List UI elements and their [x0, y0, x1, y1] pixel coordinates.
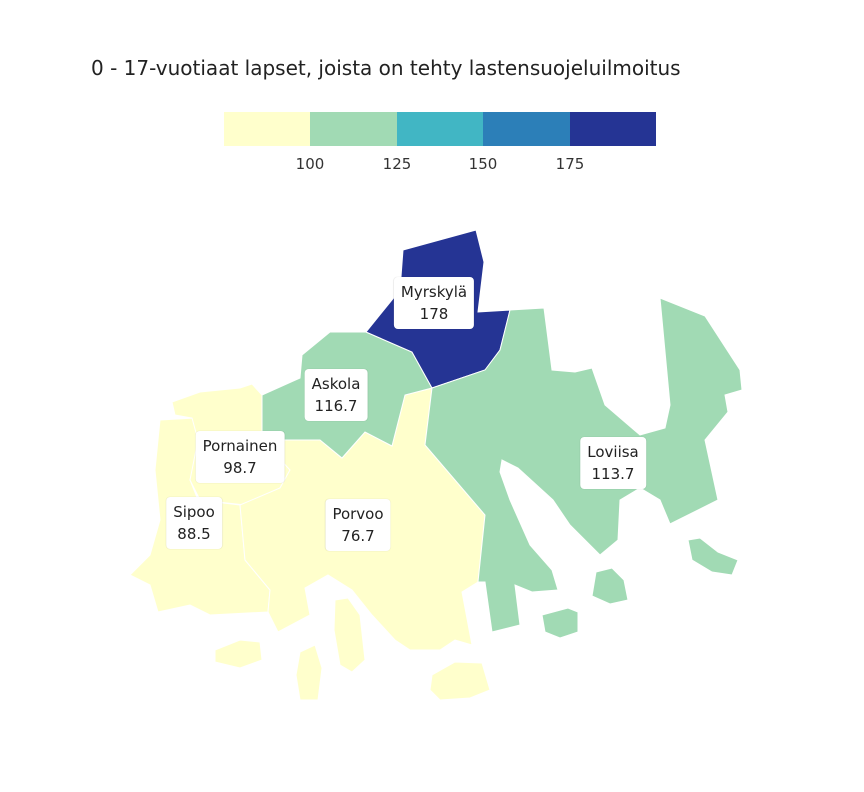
island [295, 644, 323, 701]
island [429, 661, 491, 701]
legend-tick: 150 [468, 155, 498, 173]
legend-swatch-1 [224, 112, 311, 146]
region-name: Porvoo [332, 505, 384, 523]
legend-tick: 125 [382, 155, 412, 173]
legend-swatch-5 [569, 112, 657, 146]
legend-swatch-2 [310, 112, 397, 146]
region-value: 113.7 [591, 465, 635, 483]
legend-swatch-4 [483, 112, 570, 146]
region-name: Myrskylä [400, 283, 468, 301]
label-sipoo: Sipoo 88.5 [166, 497, 222, 549]
region-name: Loviisa [587, 443, 639, 461]
label-loviisa: Loviisa 113.7 [580, 437, 646, 489]
island [687, 537, 739, 576]
label-pornainen: Pornainen 98.7 [195, 431, 285, 483]
region-value: 116.7 [314, 397, 358, 415]
map-title: 0 - 17-vuotiaat lapset, joista on tehty … [91, 56, 681, 80]
label-porvoo: Porvoo 76.7 [325, 499, 391, 551]
legend-ticks: 100 125 150 175 [224, 155, 656, 175]
island [333, 597, 366, 673]
label-askola: Askola 116.7 [304, 369, 368, 421]
region-value: 76.7 [341, 527, 375, 545]
region-value: 178 [419, 305, 449, 323]
region-name: Askola [311, 375, 361, 393]
island [541, 607, 579, 639]
island [214, 639, 263, 669]
region-value: 88.5 [177, 525, 211, 543]
color-legend [224, 112, 657, 146]
legend-tick: 100 [295, 155, 325, 173]
region-value: 98.7 [223, 459, 257, 477]
region-name: Sipoo [173, 503, 215, 521]
legend-swatch-3 [396, 112, 484, 146]
legend-tick: 175 [555, 155, 585, 173]
region-name: Pornainen [202, 437, 278, 455]
island [591, 567, 629, 605]
label-myrskyla: Myrskylä 178 [393, 277, 475, 329]
